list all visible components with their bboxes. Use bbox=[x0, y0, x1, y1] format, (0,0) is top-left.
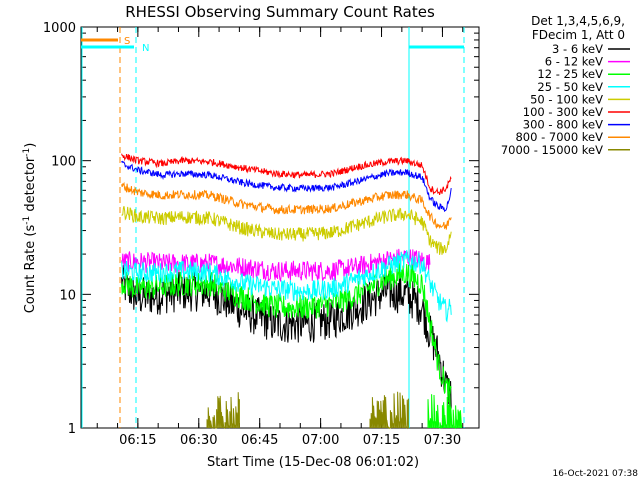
legend-entry-label: 6 - 12 keV bbox=[545, 55, 603, 69]
spike-trace bbox=[369, 391, 409, 430]
series-line bbox=[121, 181, 452, 230]
series-line bbox=[121, 250, 452, 323]
flag-label-n: N bbox=[142, 43, 149, 54]
legend-header-line: Det 1,3,4,5,6,9, bbox=[531, 14, 625, 28]
legend-entry-label: 300 - 800 keV bbox=[523, 118, 603, 132]
y-tick-label: 1000 bbox=[43, 21, 76, 36]
plot-area: 1 10 100 1000 06:15 06:30 06:45 07:00 07:15 07:30… bbox=[43, 21, 480, 448]
legend-header-line: FDecim 1, Att 0 bbox=[532, 28, 625, 42]
plot-frame bbox=[80, 26, 480, 429]
spike-trace bbox=[427, 391, 463, 430]
y-axis-label: Count Rate (s-1 detector-1) bbox=[22, 143, 38, 314]
series-line bbox=[121, 263, 452, 403]
legend-entry-label: 800 - 7000 keV bbox=[515, 130, 603, 144]
chart-title: RHESSI Observing Summary Count Rates bbox=[125, 3, 435, 21]
x-tick-label: 07:00 bbox=[302, 433, 339, 448]
x-axis-label: Start Time (15-Dec-08 06:01:02) bbox=[207, 455, 419, 470]
legend-entry-label: 50 - 100 keV bbox=[530, 92, 603, 106]
series-line bbox=[121, 160, 452, 212]
series-line bbox=[121, 265, 452, 409]
legend-entry-label: 100 - 300 keV bbox=[523, 105, 603, 119]
y-tick-label: 10 bbox=[59, 288, 76, 303]
series-line bbox=[121, 206, 452, 255]
legend-entry-label: 25 - 50 keV bbox=[537, 80, 603, 94]
legend: Det 1,3,4,5,6,9, FDecim 1, Att 0 3 - 6 k… bbox=[501, 14, 630, 157]
legend-entry-label: 3 - 6 keV bbox=[552, 42, 603, 56]
series-line bbox=[121, 153, 452, 196]
x-tick-label: 06:45 bbox=[241, 433, 278, 448]
spike-trace bbox=[206, 392, 240, 430]
y-tick-label: 100 bbox=[51, 155, 76, 170]
legend-entry-label: 7000 - 15000 keV bbox=[501, 143, 603, 157]
legend-entry-label: 12 - 25 keV bbox=[537, 67, 603, 81]
footer-timestamp: 16-Oct-2021 07:38 bbox=[553, 469, 639, 479]
x-tick-label: 07:30 bbox=[424, 433, 461, 448]
x-tick-label: 06:30 bbox=[180, 433, 217, 448]
y-tick-label: 1 bbox=[68, 422, 76, 437]
flag-label-s: S bbox=[124, 36, 130, 47]
x-tick-label: 06:15 bbox=[119, 433, 156, 448]
x-tick-label: 07:15 bbox=[363, 433, 400, 448]
